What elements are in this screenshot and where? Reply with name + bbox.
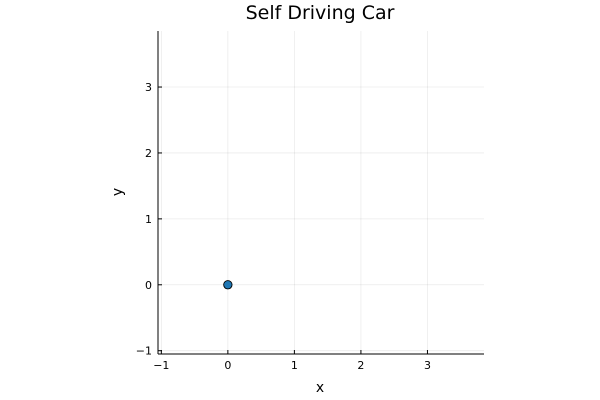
- y-tick-label: 1: [145, 213, 152, 226]
- chart-title: Self Driving Car: [246, 2, 395, 24]
- x-tick-label: 2: [357, 359, 364, 372]
- x-axis-label: x: [316, 380, 324, 396]
- y-tick-label: 2: [145, 147, 152, 160]
- y-gridlines: [158, 86, 484, 352]
- y-axis-label: y: [110, 188, 126, 196]
- y-tick-label: −1: [136, 345, 152, 358]
- x-tick-label: 0: [224, 359, 231, 372]
- x-tick-label: 1: [291, 359, 298, 372]
- y-tick-label: 0: [145, 279, 152, 292]
- data-points: [223, 280, 233, 290]
- x-tick-label: −1: [153, 359, 169, 372]
- y-tick-label: 3: [145, 81, 152, 94]
- data-point: [223, 280, 233, 290]
- x-gridlines: [160, 31, 428, 354]
- x-ticks: −1 0 1 2 3: [153, 350, 431, 372]
- x-tick-label: 3: [424, 359, 431, 372]
- y-ticks: −1 0 1 2 3: [136, 81, 162, 358]
